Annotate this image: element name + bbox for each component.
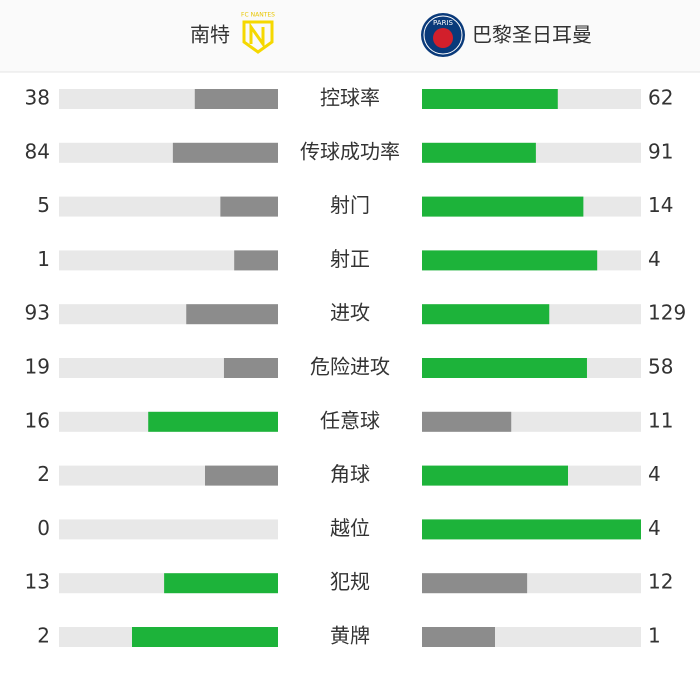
away-value: 4 bbox=[648, 516, 661, 540]
away-value: 91 bbox=[648, 139, 673, 163]
home-value: 38 bbox=[25, 86, 50, 110]
home-value: 0 bbox=[37, 516, 50, 540]
away-bar bbox=[422, 519, 641, 540]
away-team-name: 巴黎圣日耳曼 bbox=[472, 23, 592, 47]
home-bar bbox=[148, 411, 278, 432]
stat-label: 黄牌 bbox=[330, 624, 370, 648]
home-bar bbox=[186, 304, 278, 325]
stat-label: 射门 bbox=[330, 193, 370, 217]
home-value: 13 bbox=[25, 570, 50, 594]
stat-label: 任意球 bbox=[320, 408, 380, 432]
stat-label: 危险进攻 bbox=[310, 355, 390, 379]
home-value: 93 bbox=[25, 301, 50, 325]
away-value: 58 bbox=[648, 355, 673, 379]
home-track bbox=[59, 519, 278, 540]
away-value: 4 bbox=[648, 247, 661, 271]
away-value: 1 bbox=[648, 624, 661, 648]
away-bar bbox=[422, 196, 584, 217]
stat-label: 进攻 bbox=[330, 301, 370, 325]
home-value: 2 bbox=[37, 462, 50, 486]
stat-label: 控球率 bbox=[320, 86, 380, 110]
stat-label: 传球成功率 bbox=[300, 139, 400, 163]
home-team-name: 南特 bbox=[190, 23, 230, 47]
home-bar bbox=[220, 196, 278, 217]
away-value: 4 bbox=[648, 462, 661, 486]
home-track bbox=[59, 250, 278, 271]
home-value: 1 bbox=[37, 247, 50, 271]
home-bar bbox=[223, 358, 278, 378]
away-value: 12 bbox=[648, 570, 673, 594]
away-value: 11 bbox=[648, 408, 673, 432]
away-bar bbox=[422, 304, 550, 325]
away-bar bbox=[422, 411, 512, 432]
stat-label: 角球 bbox=[330, 462, 370, 486]
home-value: 19 bbox=[25, 355, 50, 379]
home-logo-text: FC NANTES bbox=[241, 12, 275, 19]
home-bar bbox=[172, 142, 278, 163]
stat-label: 射正 bbox=[330, 247, 370, 271]
home-track bbox=[59, 358, 278, 378]
away-value: 62 bbox=[648, 86, 673, 110]
header-bg bbox=[0, 0, 700, 72]
away-value: 129 bbox=[648, 301, 686, 325]
stat-label: 犯规 bbox=[330, 570, 370, 594]
home-bar bbox=[194, 89, 278, 109]
away-bar bbox=[422, 358, 587, 378]
home-bar bbox=[164, 573, 278, 594]
away-value: 14 bbox=[648, 193, 673, 217]
home-value: 84 bbox=[25, 139, 50, 163]
home-value: 5 bbox=[37, 193, 50, 217]
away-bar bbox=[422, 465, 568, 486]
home-bar bbox=[234, 250, 278, 271]
away-bar bbox=[422, 250, 598, 271]
home-value: 2 bbox=[37, 624, 50, 648]
away-logo-text: PARIS bbox=[433, 19, 453, 27]
away-bar bbox=[422, 627, 495, 647]
away-bar bbox=[422, 89, 558, 109]
away-bar bbox=[422, 142, 536, 163]
home-bar bbox=[132, 627, 278, 647]
home-value: 16 bbox=[25, 408, 50, 432]
away-logo: PARIS bbox=[421, 13, 465, 57]
home-logo: FC NANTES bbox=[241, 12, 275, 54]
stat-label: 越位 bbox=[330, 516, 370, 540]
home-bar bbox=[205, 465, 278, 486]
away-bar bbox=[422, 573, 528, 594]
